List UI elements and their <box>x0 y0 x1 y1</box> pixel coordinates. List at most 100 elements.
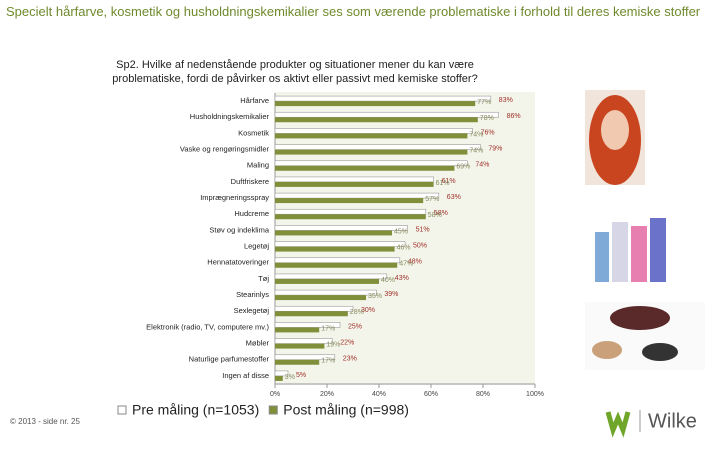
y-tick-label: Hårfarve <box>240 96 269 105</box>
bag <box>610 306 670 330</box>
bar <box>274 144 481 150</box>
y-tick-label: Elektronik (radio, TV, computere mv.) <box>146 322 269 331</box>
y-tick-label: Ingen af disse <box>222 371 269 380</box>
y-tick-label: Tøj <box>258 274 269 283</box>
chart-title: Sp2. Hvilke af nedenstående produkter og… <box>112 59 478 85</box>
data-label: 69% <box>456 164 470 171</box>
data-label: 43% <box>395 275 409 282</box>
data-label: 46% <box>397 244 411 251</box>
bar <box>274 192 440 199</box>
bar <box>274 241 406 247</box>
data-label: 22% <box>340 339 354 346</box>
data-label: 74% <box>469 131 483 138</box>
bar <box>274 111 499 118</box>
x-tick-label: 60% <box>424 391 438 398</box>
data-label: 3% <box>285 374 295 381</box>
powder <box>592 341 622 359</box>
data-label: 58% <box>434 210 448 217</box>
data-label: 40% <box>381 277 395 284</box>
bar <box>275 149 468 155</box>
face <box>601 110 629 150</box>
bar <box>274 338 333 344</box>
legend-label: Post måling (n=998) <box>283 402 409 418</box>
slide-title: Specielt hårfarve, kosmetik og husholdni… <box>6 4 701 19</box>
bar <box>274 95 492 102</box>
bar <box>275 311 348 317</box>
bar <box>274 305 354 312</box>
data-label: 39% <box>384 291 398 298</box>
data-label: 5% <box>296 372 306 379</box>
data-label: 86% <box>507 113 521 120</box>
bottle <box>631 226 647 282</box>
y-tick-label: Legetøj <box>244 242 269 251</box>
y-tick-label: Hudcreme <box>234 209 269 218</box>
page-number: © 2013 - side nr. 25 <box>10 417 80 426</box>
data-label: 28% <box>350 309 364 316</box>
bar <box>275 133 468 139</box>
bar <box>275 101 476 107</box>
y-tick-label: Naturlige parfumestoffer <box>189 355 270 364</box>
data-label: 77% <box>477 99 491 106</box>
y-tick-label: Støv og indeklima <box>209 225 269 234</box>
data-label: 17% <box>321 358 335 365</box>
y-tick-label: Imprægneringsspray <box>200 193 269 202</box>
bar <box>275 359 320 365</box>
y-tick-label: Sexlegetøj <box>234 306 270 315</box>
bar <box>274 257 401 264</box>
data-label: 76% <box>481 129 495 136</box>
x-tick-label: 40% <box>372 391 386 398</box>
data-label: 30% <box>361 307 375 314</box>
y-tick-label: Hennatatoveringer <box>207 258 269 267</box>
bar <box>274 289 377 296</box>
bar <box>275 262 398 268</box>
data-label: 19% <box>326 341 340 348</box>
data-label: 17% <box>321 325 335 332</box>
data-label: 57% <box>425 196 439 203</box>
x-tick-label: 0% <box>270 391 280 398</box>
y-tick-label: Møbler <box>246 339 270 348</box>
bar <box>275 343 325 349</box>
x-tick-label: 20% <box>320 391 334 398</box>
data-label: 50% <box>413 242 427 249</box>
bar <box>275 278 379 284</box>
bar <box>275 246 395 252</box>
logo-mark <box>605 411 631 438</box>
legend-label: Pre måling (n=1053) <box>132 402 259 418</box>
y-tick-label: Maling <box>247 161 269 170</box>
legend-swatch <box>268 405 278 415</box>
bar <box>275 165 455 171</box>
y-tick-label: Stearinlys <box>236 290 269 299</box>
data-label: 48% <box>408 259 422 266</box>
data-label: 74% <box>475 162 489 169</box>
x-tick-label: 80% <box>476 391 490 398</box>
bar <box>274 225 408 231</box>
bar <box>275 295 366 301</box>
data-label: 79% <box>488 145 502 152</box>
data-label: 61% <box>442 178 456 185</box>
data-label: 25% <box>348 323 362 330</box>
bar <box>274 273 388 280</box>
bar <box>274 208 427 215</box>
bar <box>275 117 478 123</box>
data-label: 63% <box>447 194 461 201</box>
bottle <box>650 218 666 282</box>
legend-swatch <box>117 405 127 415</box>
plot-area <box>275 92 535 385</box>
bottle <box>595 232 609 282</box>
bar <box>275 375 283 381</box>
bottle <box>612 222 628 282</box>
data-label: 58% <box>428 212 442 219</box>
bar <box>275 230 392 236</box>
data-label: 78% <box>480 115 494 122</box>
data-label: 74% <box>469 147 483 154</box>
bar <box>275 327 320 333</box>
bar <box>274 128 473 134</box>
logo-text: Wilke <box>648 410 697 432</box>
compact <box>642 343 678 361</box>
y-tick-label: Husholdningskemikalier <box>190 112 270 121</box>
bar <box>275 181 434 187</box>
bar <box>275 198 424 204</box>
data-label: 35% <box>368 293 382 300</box>
